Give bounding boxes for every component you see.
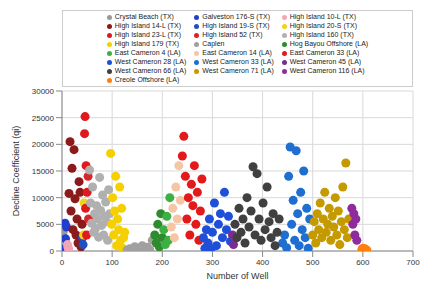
html-text:West Cameron 66 (LA): West Cameron 66 (LA) [114, 67, 187, 74]
svg-text:0: 0 [60, 258, 65, 267]
html-text:Galveston 176-S (TX): Galveston 176-S (TX) [202, 13, 270, 20]
html-text:West Cameron 28 (LA): West Cameron 28 (LA) [114, 58, 187, 65]
svg-text:30000: 30000 [32, 87, 55, 96]
html-text:Crystal Beach (TX): Crystal Beach (TX) [114, 13, 174, 20]
html-text:High Island 160 (TX): High Island 160 (TX) [289, 31, 354, 38]
html-text:High Island 23-L (TX): High Island 23-L (TX) [114, 31, 182, 38]
html-text:West Cameron 45 (LA): West Cameron 45 (LA) [289, 58, 362, 65]
html-text:Creole Offshore (LA): Creole Offshore (LA) [114, 76, 180, 83]
svg-text:Number of Well: Number of Well [207, 271, 269, 281]
html-text:East Cameron 14 (LA): East Cameron 14 (LA) [202, 49, 272, 56]
html-text:High Island 14-L (TX): High Island 14-L (TX) [114, 22, 182, 29]
svg-text:500: 500 [306, 258, 320, 267]
svg-text:100: 100 [105, 258, 119, 267]
html-text:Hog Bayou Offshore (LA): Hog Bayou Offshore (LA) [289, 40, 369, 47]
svg-text:300: 300 [206, 258, 220, 267]
html-text:High Island 179 (TX): High Island 179 (TX) [114, 40, 179, 47]
html-text:High Island 10-L (TX): High Island 10-L (TX) [289, 13, 356, 20]
html-text:High Island 20-S (TX): High Island 20-S (TX) [289, 22, 357, 29]
svg-text:400: 400 [256, 258, 270, 267]
html-text:High Island 19-S (TX): High Island 19-S (TX) [202, 22, 270, 29]
html-text:East Cameron 33 (LA): East Cameron 33 (LA) [289, 49, 360, 56]
html-text:East Cameron 4 (LA): East Cameron 4 (LA) [114, 49, 181, 56]
html-text:Caplen: Caplen [202, 40, 225, 47]
svg-text:25000: 25000 [32, 114, 55, 123]
svg-text:15000: 15000 [32, 167, 55, 176]
html-text:West Cameron 71 (LA): West Cameron 71 (LA) [202, 67, 274, 74]
svg-text:600: 600 [356, 258, 370, 267]
svg-text:10000: 10000 [32, 194, 55, 203]
svg-text:0: 0 [50, 247, 55, 256]
svg-text:20000: 20000 [32, 140, 55, 149]
html-text:West Cameron 33 (LA): West Cameron 33 (LA) [202, 58, 274, 65]
html-text:West Cameron 116 (LA): West Cameron 116 (LA) [289, 67, 365, 74]
svg-text:Decline Coefficient (qi): Decline Coefficient (qi) [11, 126, 21, 216]
svg-text:200: 200 [156, 258, 170, 267]
svg-text:5000: 5000 [36, 220, 54, 229]
html-text:High Island 52 (TX): High Island 52 (TX) [202, 31, 263, 38]
svg-text:700: 700 [406, 258, 420, 267]
